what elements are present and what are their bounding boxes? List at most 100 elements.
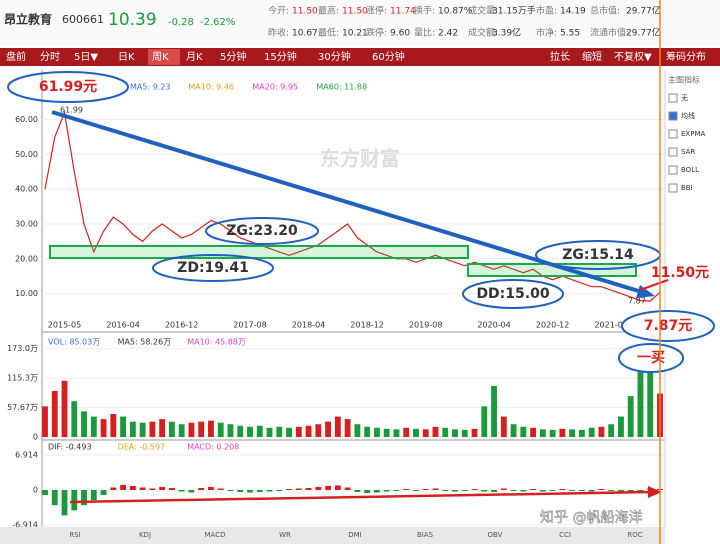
volume-bar bbox=[247, 426, 253, 437]
volume-bar bbox=[344, 419, 351, 437]
macd-bar bbox=[51, 490, 58, 506]
volume-bar bbox=[276, 426, 283, 437]
legend-entry: MA10: 45.88万 bbox=[187, 338, 246, 347]
macd-bar bbox=[569, 490, 576, 492]
stat-label: 流通市值: bbox=[590, 27, 629, 39]
zone-box bbox=[49, 245, 469, 259]
y-tick-label: 10.00 bbox=[15, 289, 38, 298]
macd-bar bbox=[120, 484, 127, 490]
stat-label: 今开: bbox=[268, 5, 289, 17]
annotation: 61.99元 bbox=[39, 79, 97, 95]
panel-title: 主图指标 bbox=[668, 75, 700, 85]
volume-bar bbox=[198, 421, 205, 437]
macd-bar bbox=[549, 490, 556, 492]
checkbox[interactable] bbox=[668, 111, 678, 121]
annotation: DD:15.00 bbox=[476, 286, 549, 302]
macd-bar bbox=[442, 490, 449, 492]
annotation: 7.87元 bbox=[644, 318, 693, 334]
x-tick-label: 2019-08 bbox=[409, 321, 442, 330]
volume-bar bbox=[588, 427, 595, 437]
volume-bar bbox=[578, 429, 585, 437]
volume-bar bbox=[100, 419, 107, 437]
toolbar-button[interactable]: 60分钟 bbox=[372, 50, 405, 63]
toolbar-button[interactable]: 月K bbox=[186, 51, 203, 63]
macd-bar bbox=[71, 490, 78, 511]
price-arrow bbox=[639, 279, 669, 291]
checkbox[interactable] bbox=[668, 147, 678, 157]
y-tick-label: 173.0万 bbox=[7, 344, 38, 353]
toolbar-button[interactable]: 5日▼ bbox=[74, 52, 98, 63]
toolbar-button[interactable]: 15分钟 bbox=[264, 50, 297, 63]
y-tick-label: 20.00 bbox=[15, 254, 38, 263]
toolbar-button[interactable]: 缩短 bbox=[582, 50, 602, 63]
toolbar-button[interactable]: 拉长 bbox=[550, 50, 570, 63]
x-tick-label: 2021-08 bbox=[594, 321, 627, 330]
checkbox-label: SAR bbox=[681, 148, 695, 156]
indicator-tab[interactable]: BIAS bbox=[417, 531, 434, 539]
stat-label: 昨收: bbox=[268, 27, 289, 39]
macd-bar bbox=[452, 490, 458, 492]
macd-bar bbox=[608, 490, 615, 492]
volume-bar bbox=[208, 420, 214, 437]
macd-bar bbox=[198, 487, 205, 490]
volume-bar bbox=[569, 429, 576, 437]
macd-bar bbox=[149, 488, 156, 490]
stat-label: 成交额: bbox=[468, 27, 498, 39]
indicator-tab[interactable]: RSI bbox=[69, 531, 80, 539]
stat-value: 31.15万手 bbox=[492, 5, 536, 17]
toolbar-button[interactable]: 5分钟 bbox=[220, 50, 246, 63]
toolbar-button[interactable]: 盘前 bbox=[6, 50, 26, 63]
macd-bar bbox=[188, 490, 195, 493]
volume-bar bbox=[413, 428, 419, 437]
toolbar-button[interactable]: 分时 bbox=[40, 51, 60, 63]
macd-bar bbox=[481, 490, 488, 492]
stat-label: 市盈: bbox=[536, 5, 557, 17]
annotation: ZD:19.41 bbox=[177, 260, 249, 276]
stock-name: 昂立教育 bbox=[4, 12, 52, 27]
stat-label: 最低: bbox=[318, 27, 339, 39]
indicator-tab[interactable]: CCI bbox=[559, 531, 571, 539]
indicator-tab[interactable]: WR bbox=[279, 531, 291, 539]
volume-bar bbox=[530, 427, 537, 437]
volume-bar bbox=[168, 421, 175, 437]
volume-bar bbox=[500, 416, 507, 437]
x-tick-label: 2018-12 bbox=[350, 321, 383, 330]
stat-label: 跌停: bbox=[366, 27, 387, 39]
volume-bar bbox=[422, 429, 429, 437]
checkbox[interactable] bbox=[668, 129, 678, 139]
macd-bar bbox=[168, 487, 175, 490]
legend-entry: MA5: 9.23 bbox=[130, 83, 171, 92]
toolbar-button[interactable]: 筹码分布 bbox=[666, 50, 706, 63]
stat-label: 最高: bbox=[318, 5, 339, 17]
callout bbox=[152, 254, 274, 282]
toolbar-button[interactable]: 30分钟 bbox=[318, 50, 351, 63]
macd-bar bbox=[559, 488, 566, 490]
macd-bar bbox=[637, 490, 644, 492]
macd-bar bbox=[413, 490, 419, 492]
checkbox-label: BOLL bbox=[681, 166, 699, 174]
macd-bar bbox=[100, 490, 107, 496]
checkbox[interactable] bbox=[668, 183, 678, 193]
indicator-tab[interactable]: KDJ bbox=[139, 531, 151, 539]
volume-bar bbox=[315, 424, 322, 437]
macd-bar bbox=[305, 487, 312, 490]
volume-bar bbox=[608, 424, 615, 437]
legend-entry: MA20: 9.95 bbox=[252, 83, 298, 92]
indicator-tab[interactable]: ROC bbox=[627, 531, 642, 539]
macd-bar bbox=[110, 487, 117, 490]
macd-bar bbox=[530, 488, 537, 490]
indicator-tab[interactable]: DMI bbox=[348, 531, 362, 539]
macd-bar bbox=[491, 490, 497, 493]
indicator-tab[interactable]: OBV bbox=[488, 531, 503, 539]
checkbox[interactable] bbox=[668, 165, 678, 175]
indicator-tab[interactable]: MACD bbox=[205, 531, 226, 539]
y-tick-label: 40.00 bbox=[15, 185, 38, 194]
stat-label: 涨停: bbox=[366, 5, 387, 17]
volume-bar bbox=[90, 416, 97, 437]
toolbar-button[interactable]: 不复权▼ bbox=[614, 50, 652, 63]
toolbar-button[interactable]: 周K bbox=[152, 51, 169, 63]
stat-label: 成交量: bbox=[468, 5, 498, 17]
toolbar-button[interactable]: 日K bbox=[118, 52, 135, 63]
checkbox[interactable] bbox=[668, 93, 678, 103]
volume-bar bbox=[520, 426, 527, 437]
